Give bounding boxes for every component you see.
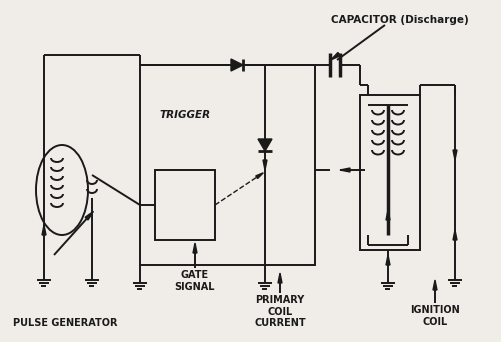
Bar (359, 95, 419, 250)
Polygon shape (85, 211, 93, 220)
Polygon shape (42, 225, 46, 235)
Polygon shape (192, 243, 196, 253)
Bar (140, 65, 314, 265)
Polygon shape (385, 210, 389, 220)
Polygon shape (452, 150, 456, 160)
Text: CAPACITOR (Discharge): CAPACITOR (Discharge) (331, 15, 468, 25)
Text: TRIGGER: TRIGGER (159, 110, 210, 120)
Text: GATE
SIGNAL: GATE SIGNAL (174, 270, 215, 292)
Polygon shape (263, 160, 267, 170)
Bar (155, 170, 214, 240)
Polygon shape (278, 273, 282, 283)
Polygon shape (330, 52, 340, 60)
Text: PULSE GENERATOR: PULSE GENERATOR (13, 318, 117, 328)
Polygon shape (452, 230, 456, 240)
Text: IGNITION
COIL: IGNITION COIL (409, 305, 459, 327)
Polygon shape (385, 255, 389, 265)
Polygon shape (339, 168, 349, 172)
Polygon shape (256, 173, 263, 179)
Text: PRIMARY
COIL
CURRENT: PRIMARY COIL CURRENT (254, 295, 305, 328)
Polygon shape (230, 59, 242, 71)
Polygon shape (432, 280, 436, 290)
Polygon shape (258, 139, 272, 151)
